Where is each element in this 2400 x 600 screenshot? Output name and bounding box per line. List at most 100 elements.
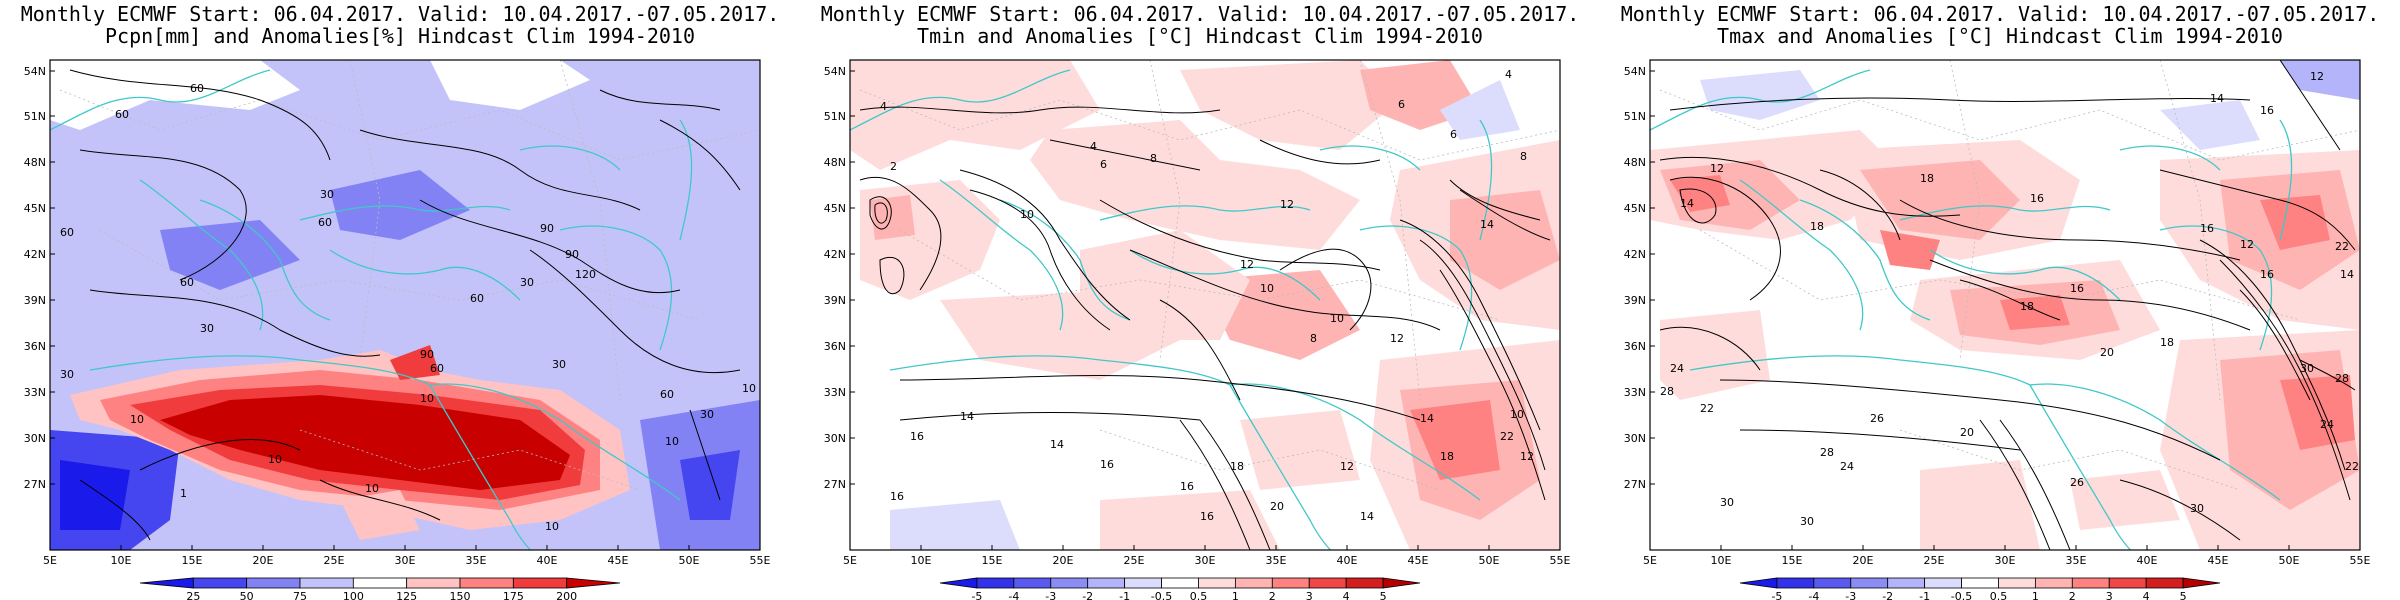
latitude-tick-label: 42N bbox=[1624, 248, 1646, 261]
contours bbox=[69, 69, 741, 541]
borders bbox=[859, 60, 1560, 491]
longitude-tick-label: 30E bbox=[1995, 554, 2016, 567]
contour-label: 30 bbox=[1720, 496, 1734, 509]
latitude-tick-label: 45N bbox=[24, 202, 46, 215]
latitude-tick-label: 36N bbox=[24, 340, 46, 353]
longitude-tick-label: 45E bbox=[608, 554, 629, 567]
contour-label: 16 bbox=[1100, 458, 1114, 471]
contour-label: 12 bbox=[1280, 198, 1294, 211]
colorbar-label: 3 bbox=[1306, 590, 1313, 600]
colorbar-swatch bbox=[2182, 577, 2221, 589]
coastlines bbox=[1650, 69, 2293, 550]
contour-label: 30 bbox=[2190, 502, 2204, 515]
colorbar-label: 75 bbox=[293, 590, 307, 600]
contour-label: 8 bbox=[1150, 152, 1157, 165]
longitude-tick-label: 55E bbox=[750, 554, 771, 567]
contour-label: 30 bbox=[1800, 515, 1814, 528]
latitude-tick-label: 54N bbox=[1624, 65, 1646, 78]
latitude-tick-label: 33N bbox=[824, 386, 846, 399]
panel-title-line2: Pcpn[mm] and Anomalies[%] Hindcast Clim … bbox=[104, 24, 695, 48]
latitude-tick-label: 54N bbox=[24, 65, 46, 78]
latitude-tick-label: 36N bbox=[1624, 340, 1646, 353]
colorbar-swatch bbox=[1087, 577, 1126, 589]
longitude-tick-label: 5E bbox=[43, 554, 57, 567]
colorbar-label: 5 bbox=[1380, 590, 1387, 600]
colorbar-swatch bbox=[566, 577, 621, 589]
colorbar-swatch bbox=[1013, 577, 1052, 589]
contour-label: 18 bbox=[2020, 300, 2034, 313]
axis-ticks: 54N 51N 48N 45N 42N 39N 36N 33N 30N 27N 5E 10E 15E 20… bbox=[1624, 65, 2371, 567]
contour-label: 16 bbox=[910, 430, 924, 443]
contour-label: 12 bbox=[1340, 460, 1354, 473]
colorbar-label: 5 bbox=[2180, 590, 2187, 600]
contour-label: 16 bbox=[890, 490, 904, 503]
contour-label: 30 bbox=[552, 358, 566, 371]
colorbar-swatch bbox=[1161, 577, 1199, 589]
longitude-tick-label: 30E bbox=[1195, 554, 1216, 567]
contour-label: 22 bbox=[2345, 460, 2359, 473]
colorbar-swatch bbox=[299, 577, 354, 589]
contour-label: 6 bbox=[1450, 128, 1457, 141]
contour-label: 22 bbox=[2335, 240, 2349, 253]
axis-ticks: 54N 51N 48N 45N 42N 39N 36N 33N 30N 27N 5E 10E 15E 20… bbox=[824, 65, 1571, 567]
contour-label: 10 bbox=[742, 382, 756, 395]
latitude-tick-label: 39N bbox=[824, 294, 846, 307]
contours bbox=[859, 106, 1551, 550]
colorbar-label: -3 bbox=[1845, 590, 1856, 600]
latitude-tick-label: 54N bbox=[824, 65, 846, 78]
longitude-tick-label: 50E bbox=[1479, 554, 1500, 567]
contour-label: 90 bbox=[540, 222, 554, 235]
colorbar-label: -2 bbox=[1882, 590, 1893, 600]
colorbar-label: 3 bbox=[2106, 590, 2113, 600]
colorbar-swatch bbox=[1813, 577, 1852, 589]
colorbar-label: -5 bbox=[971, 590, 982, 600]
colorbar-swatch bbox=[2108, 577, 2147, 589]
longitude-tick-label: 35E bbox=[1266, 554, 1287, 567]
colorbar-label: -4 bbox=[1008, 590, 1019, 600]
longitude-tick-label: 30E bbox=[395, 554, 416, 567]
contour-label: 30 bbox=[60, 368, 74, 381]
contour-label: 16 bbox=[2030, 192, 2044, 205]
longitude-tick-label: 55E bbox=[2350, 554, 2371, 567]
longitude-tick-label: 15E bbox=[982, 554, 1003, 567]
colorbar-swatch bbox=[1998, 577, 2036, 589]
colorbar-label: 4 bbox=[1343, 590, 1350, 600]
contour-label: 60 bbox=[60, 226, 74, 239]
borders bbox=[1659, 60, 2360, 491]
contour-label: 24 bbox=[2320, 418, 2334, 431]
latitude-tick-label: 39N bbox=[24, 294, 46, 307]
contour-label: 16 bbox=[2200, 222, 2214, 235]
colorbar-label: 1 bbox=[1232, 590, 1239, 600]
latitude-tick-label: 48N bbox=[824, 156, 846, 169]
panel-title-line2: Tmin and Anomalies [°C] Hindcast Clim 19… bbox=[917, 24, 1483, 48]
colorbar-label: 1 bbox=[2032, 590, 2039, 600]
contour-label: 18 bbox=[1920, 172, 1934, 185]
colorbar-swatch bbox=[1776, 577, 1815, 589]
colorbar-swatch bbox=[2071, 577, 2110, 589]
latitude-tick-label: 42N bbox=[824, 248, 846, 261]
longitude-tick-label: 25E bbox=[1924, 554, 1945, 567]
contour-label: 14 bbox=[1480, 218, 1494, 231]
colorbar-swatch bbox=[1050, 577, 1089, 589]
latitude-tick-label: 30N bbox=[1624, 432, 1646, 445]
anomaly-shading bbox=[50, 60, 760, 550]
colorbar-swatch bbox=[246, 577, 301, 589]
contour-label: 30 bbox=[2300, 362, 2314, 375]
axis-ticks: 54N 51N 48N 45N 42N 39N 36N 33N 30N 27N 5E 10E 15E 20… bbox=[24, 65, 771, 567]
colorbar-swatch bbox=[192, 577, 248, 589]
longitude-tick-label: 40E bbox=[1337, 554, 1358, 567]
longitude-tick-label: 15E bbox=[182, 554, 203, 567]
panel-title-line1: Monthly ECMWF Start: 06.04.2017. Valid: … bbox=[1620, 2, 2380, 26]
contour-label: 10 bbox=[365, 482, 379, 495]
contour-label: 12 bbox=[1240, 258, 1254, 271]
latitude-tick-label: 36N bbox=[824, 340, 846, 353]
colorbar-label: -4 bbox=[1808, 590, 1819, 600]
contour-label: 12 bbox=[2310, 70, 2324, 83]
colorbar-label: 0.5 bbox=[1990, 590, 2008, 600]
latitude-tick-label: 51N bbox=[824, 110, 846, 123]
latitude-tick-label: 30N bbox=[824, 432, 846, 445]
contour-label: 90 bbox=[565, 248, 579, 261]
latitude-tick-label: 45N bbox=[1624, 202, 1646, 215]
contour-label: 8 bbox=[1520, 150, 1527, 163]
contours bbox=[1659, 60, 2356, 550]
